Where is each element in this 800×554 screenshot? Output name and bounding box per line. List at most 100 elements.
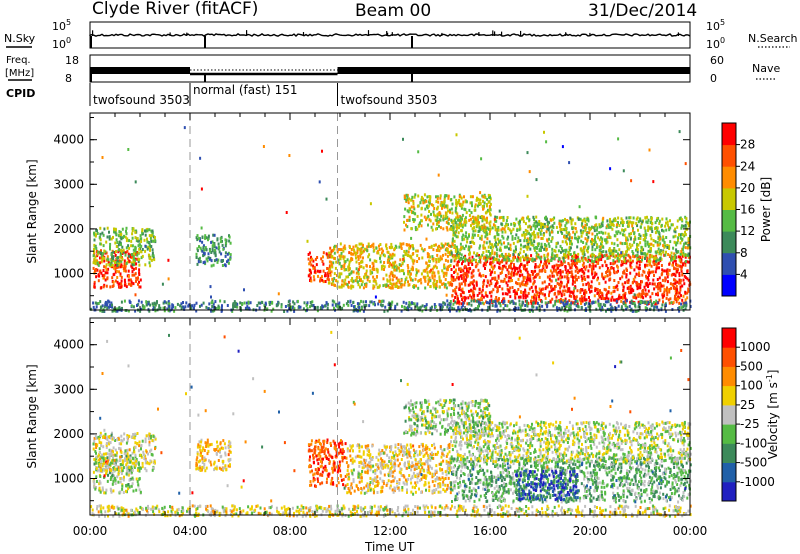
scatter-cell bbox=[243, 301, 246, 305]
scatter-cell bbox=[637, 256, 640, 259]
scatter-cell bbox=[434, 243, 437, 247]
scatter-cell bbox=[219, 237, 222, 241]
scatter-cell bbox=[405, 301, 408, 305]
scatter-cell bbox=[685, 304, 688, 308]
scatter-cell bbox=[326, 267, 329, 270]
scatter-cell bbox=[524, 304, 527, 307]
scatter-cell bbox=[466, 240, 469, 244]
scatter-cell bbox=[448, 306, 451, 310]
scatter-cell bbox=[602, 277, 605, 281]
scatter-cell bbox=[459, 257, 462, 261]
scatter-cell bbox=[480, 274, 483, 278]
scatter-cell bbox=[371, 243, 374, 247]
scatter-cell bbox=[575, 256, 578, 260]
scatter-cell bbox=[606, 256, 609, 260]
scatter-cell bbox=[584, 245, 587, 249]
scatter-cell bbox=[457, 299, 459, 303]
scatter-cell bbox=[326, 306, 329, 310]
scatter-cell bbox=[665, 236, 668, 239]
scatter-cell bbox=[359, 309, 361, 313]
scatter-cell bbox=[227, 251, 230, 255]
scatter-cell bbox=[489, 205, 491, 209]
scatter-cell bbox=[489, 257, 492, 261]
scatter-cell bbox=[590, 253, 593, 257]
scatter-cell bbox=[574, 296, 577, 299]
scatter-cell bbox=[559, 280, 562, 284]
scatter-cell bbox=[682, 224, 685, 228]
scatter-cell bbox=[582, 241, 585, 244]
scatter-cell bbox=[607, 297, 610, 301]
scatter-cell bbox=[205, 257, 208, 261]
scatter-cell bbox=[674, 289, 677, 293]
scatter-cell bbox=[149, 264, 152, 268]
scatter-cell bbox=[615, 299, 618, 303]
scatter-cell bbox=[196, 234, 199, 238]
scatter-cell bbox=[149, 248, 151, 252]
scatter-cell bbox=[638, 283, 641, 287]
scatter-cell bbox=[536, 224, 539, 228]
scatter-cell bbox=[452, 223, 455, 227]
scatter-cell bbox=[427, 223, 429, 227]
scatter-cell bbox=[456, 218, 459, 222]
scatter-cell bbox=[501, 266, 504, 270]
scatter-cell bbox=[285, 211, 288, 214]
scatter-cell bbox=[328, 270, 330, 274]
scatter-cell bbox=[602, 245, 605, 249]
noise-left-tick-low: 100 bbox=[52, 36, 71, 51]
scatter-cell bbox=[636, 224, 639, 228]
scatter-cell bbox=[571, 275, 574, 279]
scatter-cell bbox=[620, 307, 623, 311]
scatter-cell bbox=[660, 264, 663, 267]
scatter-cell bbox=[138, 271, 141, 275]
scatter-cell bbox=[489, 242, 492, 246]
scatter-cell bbox=[340, 272, 343, 276]
scatter-cell bbox=[122, 248, 125, 252]
scatter-cell bbox=[651, 255, 654, 259]
scatter-cell bbox=[134, 248, 137, 252]
scatter-cell bbox=[644, 263, 646, 267]
scatter-cell bbox=[416, 204, 419, 208]
scatter-cell bbox=[183, 307, 186, 311]
scatter-cell bbox=[369, 258, 372, 262]
scatter-cell bbox=[348, 251, 351, 255]
scatter-cell bbox=[606, 236, 609, 240]
scatter-cell bbox=[459, 224, 462, 228]
scatter-cell bbox=[482, 199, 484, 203]
scatter-cell bbox=[119, 251, 122, 255]
scatter-cell bbox=[411, 244, 414, 247]
scatter-cell bbox=[650, 264, 653, 268]
scatter-cell bbox=[638, 233, 641, 237]
scatter-cell bbox=[630, 232, 633, 236]
scatter-cell bbox=[479, 216, 482, 219]
scatter-cell bbox=[331, 299, 334, 303]
scatter-cell bbox=[554, 285, 557, 288]
scatter-cell bbox=[461, 246, 464, 250]
scatter-cell bbox=[506, 292, 509, 296]
scatter-cell bbox=[618, 253, 621, 257]
scatter-cell bbox=[684, 162, 687, 166]
scatter-cell bbox=[618, 224, 621, 227]
scatter-cell bbox=[606, 274, 609, 278]
scatter-cell bbox=[312, 304, 315, 307]
scatter-cell bbox=[644, 292, 647, 296]
scatter-cell bbox=[331, 277, 334, 281]
scatter-cell bbox=[654, 302, 657, 306]
scatter-cell bbox=[452, 279, 455, 282]
scatter-cell bbox=[543, 130, 545, 134]
scatter-cell bbox=[623, 233, 626, 237]
scatter-cell bbox=[613, 234, 616, 238]
scatter-cell bbox=[659, 281, 662, 285]
scatter-cell bbox=[212, 263, 215, 267]
scatter-cell bbox=[529, 277, 532, 281]
scatter-cell bbox=[139, 285, 142, 289]
scatter-cell bbox=[525, 239, 528, 242]
scatter-cell bbox=[555, 306, 558, 310]
scatter-cell bbox=[348, 260, 351, 264]
scatter-cell bbox=[365, 269, 368, 273]
scatter-cell bbox=[551, 297, 554, 301]
scatter-cell bbox=[573, 294, 576, 298]
scatter-cell bbox=[490, 282, 493, 286]
scatter-cell bbox=[104, 271, 107, 275]
scatter-cell bbox=[414, 277, 417, 281]
scatter-cell bbox=[492, 256, 495, 260]
